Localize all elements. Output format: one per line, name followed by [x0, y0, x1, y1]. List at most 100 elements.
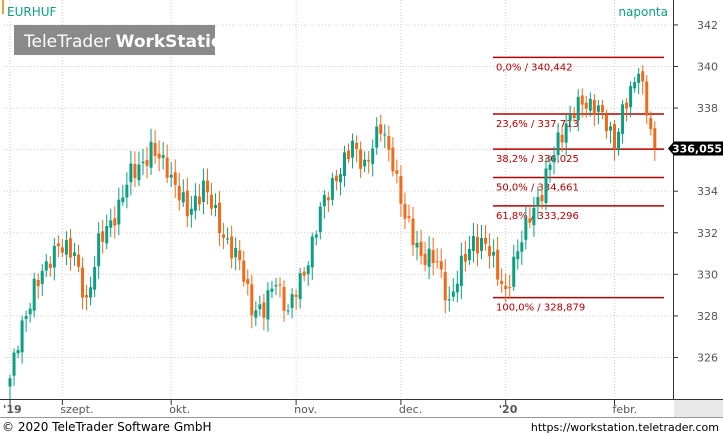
candle [580, 88, 584, 118]
candle-body [36, 279, 40, 287]
candle [149, 128, 153, 175]
candle [347, 143, 351, 163]
candle [81, 257, 85, 310]
candle [391, 137, 395, 177]
candle [218, 191, 222, 246]
candle-body [375, 126, 379, 148]
candle-body [226, 238, 230, 240]
y-axis: 342340338336334332330328326 [673, 19, 718, 364]
candle [205, 168, 209, 205]
candle-body [270, 288, 274, 292]
candle-body [592, 100, 596, 115]
candle [359, 141, 363, 178]
candle [290, 288, 294, 319]
candle [298, 268, 302, 309]
candle [379, 114, 383, 142]
candle-body [28, 308, 32, 315]
candle [467, 235, 471, 265]
candle-body [48, 263, 52, 268]
candle [226, 227, 230, 245]
candle-body [330, 178, 334, 200]
candle-body [177, 185, 181, 201]
candle [64, 231, 68, 266]
candle-body [576, 96, 580, 121]
y-tick-label: 326 [697, 351, 718, 364]
candle-body [282, 286, 286, 311]
last-price-label: 336,055 [672, 142, 722, 155]
candle-body [492, 251, 496, 256]
candle [471, 222, 475, 263]
candle [500, 268, 504, 293]
candle-body [322, 194, 326, 207]
candle-body [604, 114, 608, 131]
candle-body [254, 310, 258, 318]
candle [161, 142, 165, 170]
candle [153, 130, 157, 164]
candle [56, 235, 60, 258]
candle [653, 121, 657, 161]
candle [375, 117, 379, 155]
candle [238, 240, 242, 271]
candle [625, 98, 629, 122]
candle [197, 184, 201, 211]
candle-body [391, 147, 395, 172]
candle [351, 133, 355, 169]
candle-body [214, 204, 218, 209]
fib-label: 61,8% / 333,296 [496, 211, 579, 222]
candle-body [89, 287, 93, 298]
candle-body [294, 294, 298, 297]
candle [367, 151, 371, 174]
x-tick-label: szept. [60, 403, 93, 416]
candle-body [596, 105, 600, 112]
candle-body [205, 180, 209, 193]
candle-body [363, 159, 367, 167]
candle [266, 282, 270, 332]
candle-body [520, 242, 524, 252]
candle [613, 119, 616, 161]
candle-body [588, 98, 592, 111]
candle-body [359, 149, 363, 169]
candle [576, 89, 580, 132]
candle [508, 274, 512, 300]
candle [322, 190, 326, 219]
candle [588, 92, 592, 117]
candle-body [97, 233, 101, 267]
candle-body [185, 190, 189, 217]
candle [604, 109, 608, 139]
candle [496, 237, 500, 286]
candle [60, 238, 64, 257]
candle-body [407, 216, 411, 219]
candle [411, 206, 415, 257]
candle [572, 106, 576, 122]
candle-body [32, 278, 36, 311]
candle-body [435, 260, 439, 262]
candle-body [447, 299, 451, 301]
candle-body [298, 273, 302, 300]
candle [427, 236, 431, 280]
candle [475, 223, 479, 267]
candle [387, 125, 391, 162]
candle-body [56, 243, 60, 247]
candle-body [129, 163, 133, 183]
candle [177, 172, 181, 211]
y-tick-label: 340 [697, 61, 718, 74]
candle-body [326, 197, 330, 201]
candle-body [564, 123, 568, 143]
fib-label: 50,0% / 334,661 [496, 182, 579, 193]
candle [165, 144, 169, 183]
candle [629, 81, 633, 118]
candle [101, 219, 105, 254]
candle [137, 151, 141, 187]
candle-body [302, 271, 306, 276]
x-tick-label: nov. [294, 403, 317, 416]
candle-body [351, 140, 355, 158]
candle [480, 224, 484, 260]
candle [12, 348, 16, 386]
candle [342, 145, 346, 187]
candle [234, 237, 238, 271]
candle-body [617, 131, 621, 151]
candle-body [629, 86, 633, 108]
candle-body [266, 290, 270, 320]
candle [645, 75, 649, 125]
candle-body [310, 236, 314, 268]
